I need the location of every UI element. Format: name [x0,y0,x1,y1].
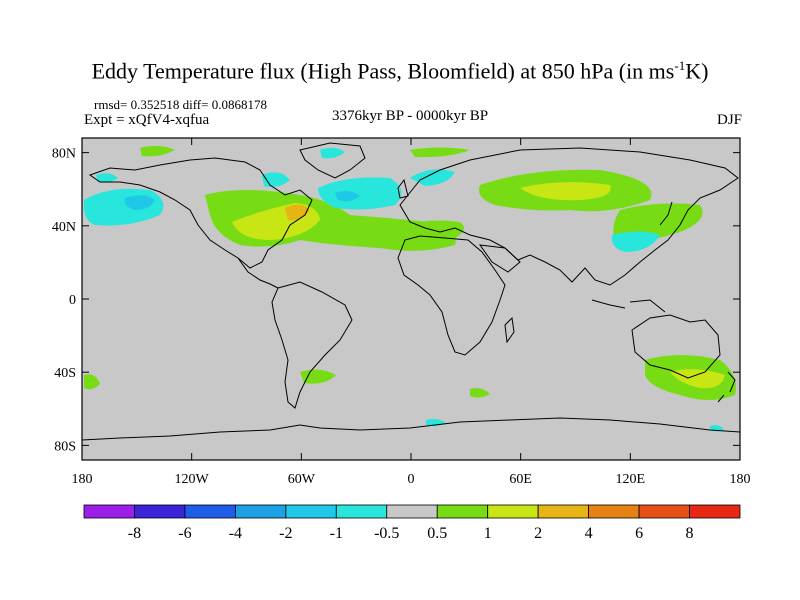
anomaly-eurasia-yellow [520,182,611,201]
plot-title-exponent: -1 [674,58,686,73]
anomaly-north-pacific-blue [124,195,155,210]
coast-central-america [237,257,279,289]
colorbar-swatch [386,504,438,519]
colorbar-label: 1 [484,525,492,542]
colorbar-label: -6 [178,525,191,542]
colorbar-label: -4 [229,525,242,542]
anomaly-australia-yellow [670,369,725,389]
colorbar-label: 0.5 [427,525,447,542]
anomaly-alaska-cyan [96,173,118,183]
coast-north-america [88,157,313,269]
anomaly-arctic-green-2 [410,147,470,158]
colorbar-label: -2 [279,525,292,542]
lon-label: 180 [72,472,93,487]
coast-uk [397,178,409,199]
colorbar-swatch [638,504,690,519]
colorbar-swatch [335,504,388,519]
coast-australia [631,314,721,379]
coast-africa [397,235,506,356]
colorbar-swatch [436,504,489,519]
colorbar-label: 8 [686,525,694,542]
rmsd-diff-text: rmsd= 0.352518 diff= 0.0868178 [94,97,267,112]
anomaly-east-asia-cyan [611,231,660,252]
lon-label: 120E [616,472,646,487]
anomaly-greenland-cyan [320,147,345,159]
coastlines [82,142,740,441]
colorbar-swatch [83,504,135,519]
anomaly-atlantic-cyan [318,177,402,210]
anomaly-mediterranean-green [405,220,464,238]
lon-label: 180 [730,472,751,487]
coast-new-zealand [717,371,736,403]
colorbar-swatch [134,504,186,519]
colorbar-label: 2 [534,525,542,542]
lat-label: 80S [54,439,76,454]
coast-south-america [271,281,353,409]
anomaly-south-atlantic-green [470,388,490,398]
lat-label: 40S [54,366,76,381]
coast-greenland [299,142,366,179]
lon-label: 0 [408,472,415,487]
colorbar-swatch [537,504,590,519]
colorbar-swatch [689,504,741,519]
lat-label: 80N [52,147,76,162]
season-label: DJF [716,112,742,128]
longitude-axis: 180 120W 60W 0 60E 120E 180 [72,138,751,487]
coast-antarctica [82,417,740,441]
anomaly-arctic-green [140,145,175,157]
lat-label: 0 [69,293,76,308]
coast-arabia [478,244,521,273]
coast-eurasia [399,147,739,286]
colorbar-swatch [487,504,539,519]
colorbar-label: 6 [635,525,643,542]
colorbar-swatch [285,504,337,519]
flux-field [83,145,736,432]
colorbar: -8 -6 -4 -2 -1 -0.5 0.5 1 2 4 6 8 [83,504,741,542]
latitude-axis: 80N 40N 0 40S 80S [52,147,740,454]
plot-title: Eddy Temperature flux (High Pass, Bloomf… [0,58,800,84]
coast-japan [659,201,673,226]
anomaly-south-pacific-green [84,374,100,390]
plot-title-text: Eddy Temperature flux (High Pass, Bloomf… [91,58,675,84]
lat-label: 40N [52,220,76,235]
lon-label: 60W [288,472,316,487]
anomaly-siberia-cyan [410,169,455,186]
lon-label: 120W [175,472,210,487]
coast-madagascar [504,316,515,344]
colorbar-swatch [588,504,640,519]
experiment-label: Expt = xQfV4-xqfua [84,112,210,128]
colorbar-label: -1 [330,525,343,542]
colorbar-label: -8 [128,525,141,542]
anomaly-atlantic-blue [335,191,360,202]
colorbar-label: 4 [585,525,593,542]
coast-indonesia [591,299,666,313]
plot-title-unit: K) [685,58,709,84]
colorbar-swatch [234,504,287,519]
colorbar-swatch [184,504,236,519]
colorbar-label: -0.5 [374,525,399,542]
period-label: 3376kyr BP - 0000kyr BP [331,108,489,124]
lon-label: 60E [509,472,532,487]
